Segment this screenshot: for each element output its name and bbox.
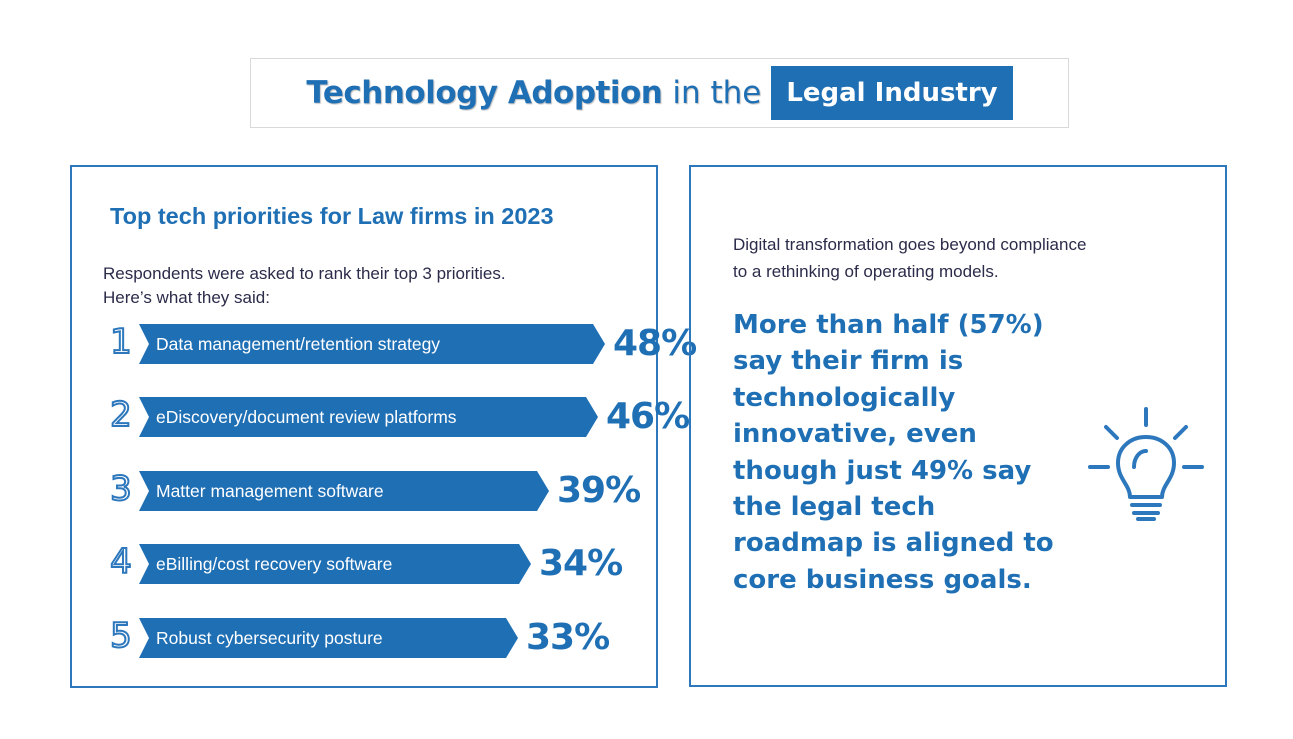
priority-row: 2 eDiscovery/document review platforms 46% bbox=[72, 394, 690, 437]
priority-value-label: 46% bbox=[606, 396, 690, 437]
title-bold-text: Technology Adoption bbox=[306, 75, 663, 111]
title-banner: Technology Adoption in the Legal Industr… bbox=[250, 58, 1069, 128]
priority-value-label: 33% bbox=[526, 617, 610, 658]
priority-bar bbox=[139, 618, 518, 658]
priority-bar bbox=[139, 471, 549, 511]
rank-number: 3 bbox=[109, 468, 133, 510]
rank-number: 1 bbox=[109, 321, 133, 363]
priority-label: Matter management software bbox=[156, 481, 384, 501]
rank-number: 4 bbox=[109, 541, 133, 583]
priority-row: 1 Data management/retention strategy 48% bbox=[72, 321, 697, 364]
priority-row: 3 Matter management software 39% bbox=[72, 468, 656, 511]
priorities-panel: Top tech priorities for Law firms in 202… bbox=[70, 165, 697, 688]
rank-number: 2 bbox=[109, 394, 133, 436]
lightbulb-icon bbox=[1088, 407, 1204, 521]
rank-number: 5 bbox=[109, 615, 133, 657]
priority-label: eDiscovery/document review platforms bbox=[156, 407, 457, 427]
insight-intro: Digital transformation goes beyond compl… bbox=[733, 231, 1203, 285]
priorities-heading: Top tech priorities for Law firms in 202… bbox=[110, 203, 554, 229]
priority-label: Robust cybersecurity posture bbox=[156, 628, 383, 648]
title-mid-text: in the bbox=[672, 75, 762, 111]
priority-bar bbox=[139, 397, 598, 437]
priority-value-label: 48% bbox=[613, 323, 697, 364]
priority-label: eBilling/cost recovery software bbox=[156, 554, 393, 574]
priorities-intro-line1: Respondents were asked to rank their top… bbox=[103, 264, 506, 283]
priority-value-label: 34% bbox=[539, 543, 623, 584]
priority-bar bbox=[139, 324, 605, 364]
priorities-intro: Respondents were asked to rank their top… bbox=[103, 262, 643, 310]
priority-row: 4 eBilling/cost recovery software 34% bbox=[72, 541, 656, 584]
priorities-intro-line2: Here’s what they said: bbox=[103, 288, 270, 307]
insight-panel: Digital transformation goes beyond compl… bbox=[689, 165, 1227, 687]
priority-bar bbox=[139, 544, 531, 584]
title-highlight-text: Legal Industry bbox=[771, 66, 1013, 120]
insight-intro-line1: Digital transformation goes beyond compl… bbox=[733, 235, 1087, 254]
insight-statement: More than half (57%) say their firm is t… bbox=[733, 310, 1054, 595]
priority-value-label: 39% bbox=[557, 470, 641, 511]
priority-label: Data management/retention strategy bbox=[156, 334, 441, 354]
priority-row: 5 Robust cybersecurity posture 33% bbox=[72, 615, 656, 658]
insight-intro-line2: to a rethinking of operating models. bbox=[733, 262, 999, 281]
